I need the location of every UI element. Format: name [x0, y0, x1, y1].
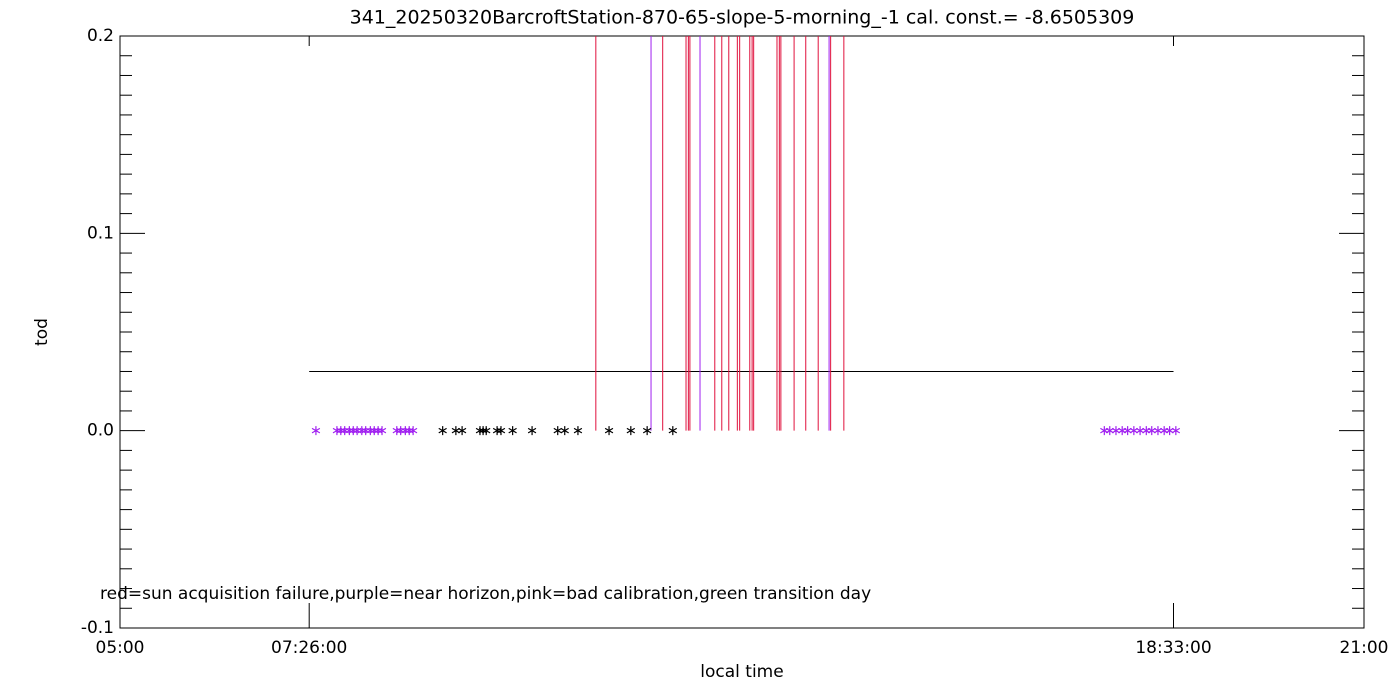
asterisk-point [332, 426, 342, 436]
asterisk-point [1129, 426, 1139, 436]
asterisk-point [451, 426, 461, 436]
asterisk-point [1171, 426, 1181, 436]
asterisk-point [642, 426, 652, 436]
asterisk-point [401, 426, 410, 436]
asterisk-point [527, 426, 537, 436]
asterisk-point [1153, 426, 1163, 436]
asterisk-point [492, 426, 502, 436]
asterisk-point [553, 426, 562, 436]
y-tick-label: 0.0 [87, 421, 114, 441]
x-tick-label: 21:00 [1340, 638, 1389, 658]
asterisk-point [1142, 426, 1151, 436]
x-tick-label: 18:33:00 [1135, 638, 1211, 658]
asterisk-point [392, 426, 402, 436]
asterisk-point [1159, 426, 1169, 436]
asterisk-point [349, 426, 358, 436]
asterisk-point [1135, 426, 1145, 436]
asterisk-point [373, 426, 383, 436]
asterisk-point [457, 426, 467, 436]
asterisk-point [573, 426, 583, 436]
asterisk-point [438, 426, 447, 436]
y-tick-label: 0.1 [87, 223, 114, 243]
asterisk-point [370, 426, 379, 436]
x-tick-label: 07:26:00 [271, 638, 347, 658]
asterisk-point [405, 426, 414, 436]
asterisk-point [1117, 426, 1127, 436]
asterisk-point [1111, 426, 1121, 436]
asterisk-point [1100, 426, 1109, 436]
asterisk-point [1165, 426, 1174, 436]
asterisk-point [668, 426, 678, 436]
asterisk-point [1123, 426, 1132, 436]
asterisk-point [1105, 426, 1114, 436]
asterisk-point [345, 426, 354, 436]
y-tick-label: 0.2 [87, 26, 114, 46]
asterisk-point [1147, 426, 1156, 436]
x-tick-label: 05:00 [96, 638, 145, 658]
chart-title: 341_20250320BarcroftStation-870-65-slope… [350, 7, 1135, 29]
y-axis-label: tod [32, 318, 52, 346]
x-axis-label: local time [700, 662, 783, 682]
asterisk-point [604, 426, 614, 436]
plot-frame [119, 35, 1365, 629]
asterisk-point [481, 426, 491, 436]
asterisk-point [336, 426, 346, 436]
asterisk-point [508, 426, 517, 436]
asterisk-point [408, 426, 418, 436]
annotation: red=sun acquisition failure,purple=near … [100, 584, 871, 604]
asterisk-point [366, 426, 375, 436]
asterisk-point [357, 426, 367, 436]
asterisk-point [560, 426, 569, 436]
asterisk-point [311, 426, 321, 436]
asterisk-point [496, 426, 506, 436]
asterisk-point [377, 426, 387, 436]
y-tick-label: -0.1 [81, 618, 114, 638]
asterisk-point [626, 426, 636, 436]
